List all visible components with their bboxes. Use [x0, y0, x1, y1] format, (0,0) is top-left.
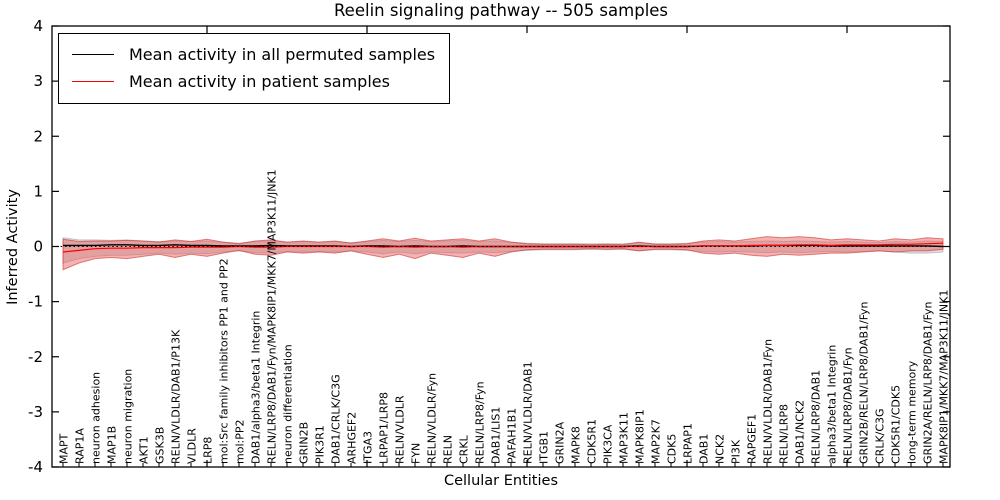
x-tick-label: LRPAP1/LRP8	[378, 392, 391, 464]
x-tick-label: NCK2	[714, 434, 727, 464]
y-tick-label: 2	[33, 127, 43, 145]
x-tick-label: CRKL	[458, 434, 471, 464]
x-tick-label: mol:PP2	[234, 420, 247, 464]
x-tick-label: CDK5R1	[586, 419, 599, 464]
patient-band	[62, 236, 944, 271]
x-tick-label: MAP3K11	[618, 412, 631, 464]
x-tick-label: VLDLR	[186, 428, 199, 464]
x-tick-label: GRIN2B/RELN/LRP8/DAB1/Fyn	[858, 301, 871, 464]
x-tick-label: MAP2K7	[650, 419, 663, 464]
x-tick-label: DAB1	[698, 434, 711, 464]
x-tick-label: neuron differentiation	[282, 344, 295, 464]
x-tick-label: mol:Src family inhibitors PP1 and PP2	[218, 258, 231, 464]
x-tick-label: RELN/VLDLR	[394, 395, 407, 464]
legend-row-permuted: Mean activity in all permuted samples	[72, 41, 435, 68]
x-tick-label: CRLK/C3G	[874, 408, 887, 464]
chart-title: Reelin signaling pathway -- 505 samples	[333, 1, 669, 20]
x-tick-label: RELN/VLDLR/DAB1	[522, 361, 535, 464]
x-tick-label: RELN/LRP8/DAB1/Fyn/MAPK8IP1/MKK7/MAP3K11…	[266, 169, 279, 464]
x-tick-label: neuron adhesion	[90, 372, 103, 464]
x-tick-label: MAP1B	[106, 426, 119, 464]
x-tick-label: RAP1A	[74, 428, 87, 464]
x-tick-label: RELN/LRP8/Fyn	[474, 381, 487, 464]
x-tick-label: FYN	[410, 443, 423, 464]
x-tick-label: CDK5	[666, 434, 679, 464]
x-tick-label: ITGA3	[362, 431, 375, 464]
y-tick-label: 1	[33, 182, 43, 200]
x-tick-label: MAPK8IP1/MKK7/MAP3K11/JNK1	[938, 290, 951, 464]
x-tick-label: ITGB1	[538, 431, 551, 464]
legend: Mean activity in all permuted samples Me…	[58, 33, 451, 104]
patient-line-sample-icon	[72, 81, 114, 82]
legend-label-patient: Mean activity in patient samples	[129, 72, 390, 91]
x-tick-label: neuron migration	[122, 369, 135, 464]
y-tick-label: -3	[28, 403, 43, 421]
x-tick-label: RELN	[442, 435, 455, 464]
x-tick-label: MAPT	[58, 433, 71, 464]
x-tick-label: PI3K	[730, 439, 743, 464]
x-tick-label: GSK3B	[154, 427, 167, 464]
x-tick-label: GRIN2B	[298, 422, 311, 464]
x-tick-label: PAFAH1B1	[506, 408, 519, 464]
y-tick-label: 4	[33, 17, 43, 35]
patient-mean-line	[62, 242, 944, 253]
x-tick-label: LRP8	[202, 437, 215, 464]
x-tick-label: RAPGEF1	[746, 414, 759, 464]
x-tick-label: MAPK8	[570, 426, 583, 464]
y-tick-label: -1	[28, 293, 43, 311]
x-tick-label: RELN/VLDLR/DAB1/P13K	[170, 329, 183, 464]
x-tick-label: PIK3CA	[602, 424, 615, 464]
y-axis-label: Inferred Activity	[5, 189, 21, 305]
x-tick-label: RELN/LRP8/DAB1	[810, 370, 823, 464]
x-tick-label: DAB1/CRLK/C3G	[330, 374, 343, 464]
x-tick-label: RELN/VLDLR/Fyn	[426, 373, 439, 464]
x-tick-label: GRIN2A	[554, 421, 567, 464]
x-tick-label: GRIN2A/RELN/LRP8/DAB1/Fyn	[922, 301, 935, 464]
x-tick-label: RELN/VLDLR/DAB1/Fyn	[762, 339, 775, 464]
x-tick-label: MAPK8IP1	[634, 409, 647, 464]
legend-label-permuted: Mean activity in all permuted samples	[129, 45, 436, 64]
y-tick-label: -4	[28, 458, 43, 476]
y-tick-label: 3	[33, 72, 43, 90]
x-tick-label: DAB1/NCK2	[794, 400, 807, 464]
x-tick-label: ARHGEF2	[346, 412, 359, 464]
permuted-line-sample-icon	[72, 54, 114, 55]
y-tick-label: 0	[33, 238, 43, 256]
x-tick-label: alpha3/beta1 Integrin	[826, 345, 839, 464]
x-tick-label: PIK3R1	[314, 425, 327, 464]
x-tick-label: CDK5R1/CDK5	[890, 385, 903, 464]
x-tick-label: LRPAP1	[682, 423, 695, 464]
y-tick-label: -2	[28, 348, 43, 366]
x-tick-label: RELN/LRP8/DAB1/Fyn	[842, 347, 855, 464]
x-tick-label: AKT1	[138, 436, 151, 464]
x-axis-label: Cellular Entities	[443, 473, 559, 489]
x-tick-label: DAB1/LIS1	[490, 407, 503, 464]
x-tick-label: RELN/LRP8	[778, 404, 791, 464]
x-tick-label: DAB1/alpha3/beta1 Integrin	[250, 311, 263, 464]
legend-row-patient: Mean activity in patient samples	[72, 68, 435, 95]
x-tick-label: long-term memory	[906, 360, 919, 464]
